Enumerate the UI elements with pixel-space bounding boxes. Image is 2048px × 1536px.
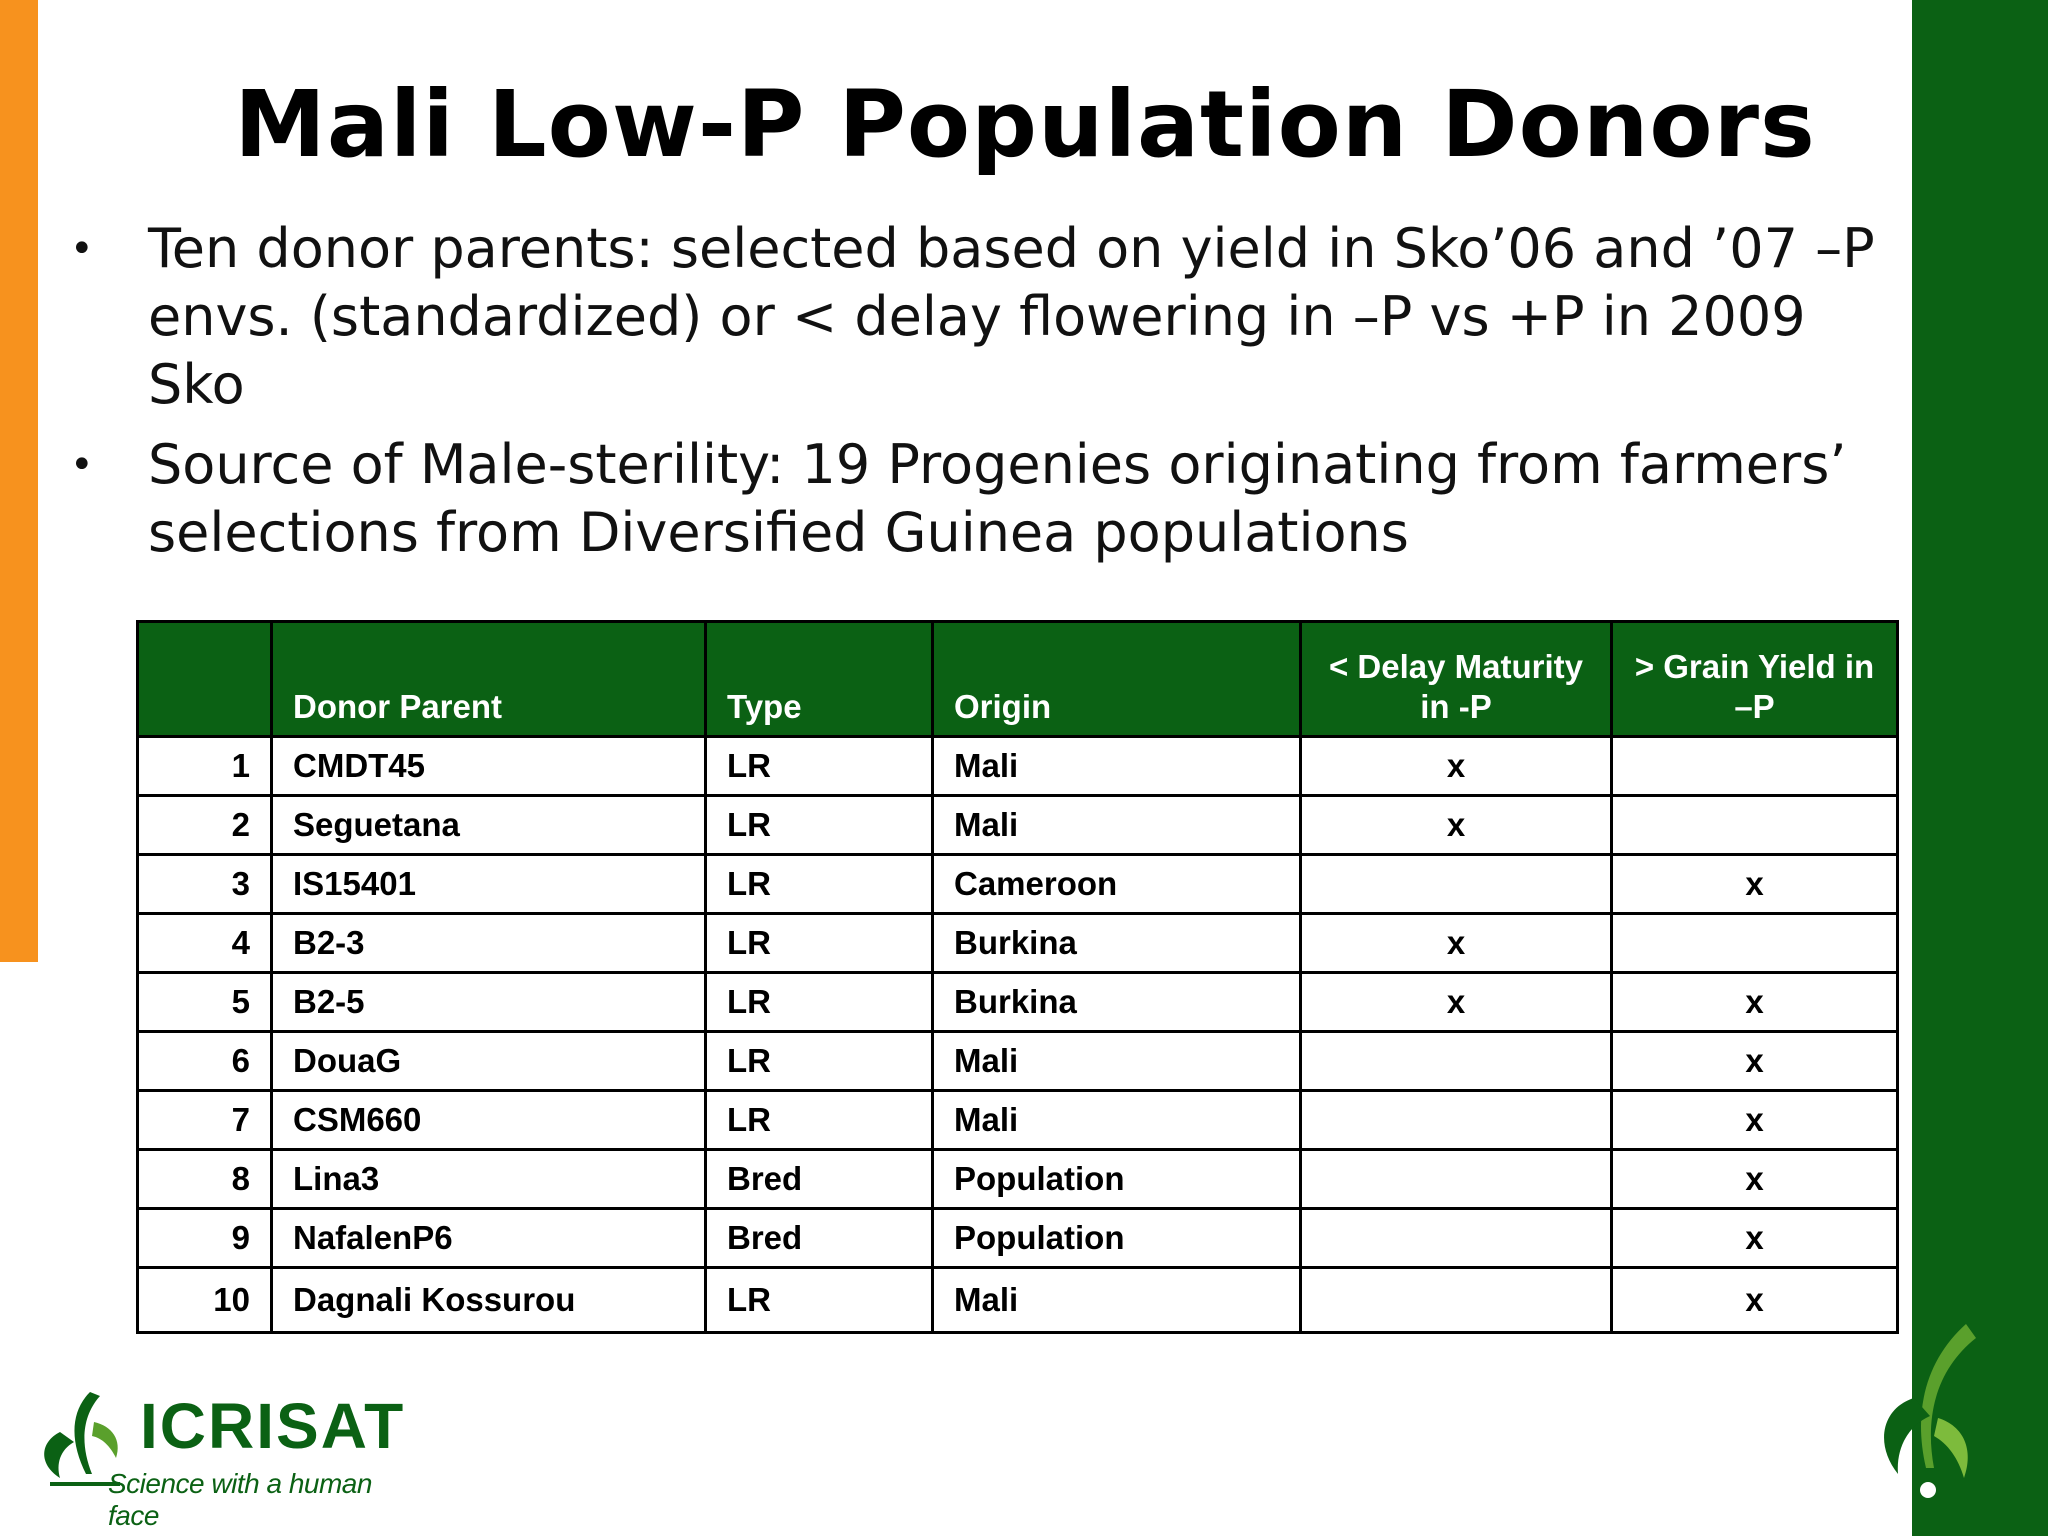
donor-parent-cell: CMDT45 — [270, 735, 707, 797]
donor-parent-cell: IS15401 — [270, 853, 707, 915]
delay-maturity-cell — [1299, 1148, 1613, 1210]
origin-cell: Population — [931, 1207, 1302, 1269]
row-index: 9 — [136, 1207, 273, 1269]
delay-maturity-cell — [1299, 1030, 1613, 1092]
origin-cell: Mali — [931, 1266, 1302, 1334]
grain-yield-cell — [1610, 735, 1899, 797]
bullet-text: Ten donor parents: selected based on yie… — [148, 217, 1875, 416]
origin-cell: Mali — [931, 1030, 1302, 1092]
table-row: 6 DouaG LR Mali x — [136, 1030, 1899, 1092]
origin-cell: Mali — [931, 1089, 1302, 1151]
delay-maturity-cell: x — [1299, 912, 1613, 974]
bullet-dot: • — [70, 226, 94, 272]
row-index: 2 — [136, 794, 273, 856]
donor-parent-cell: Seguetana — [270, 794, 707, 856]
delay-maturity-cell — [1299, 1266, 1613, 1334]
grain-yield-cell: x — [1610, 853, 1899, 915]
grain-yield-cell — [1610, 912, 1899, 974]
grain-yield-cell: x — [1610, 971, 1899, 1033]
donor-parent-cell: CSM660 — [270, 1089, 707, 1151]
table-row: 3 IS15401 LR Cameroon x — [136, 853, 1899, 915]
origin-cell: Burkina — [931, 912, 1302, 974]
row-index: 8 — [136, 1148, 273, 1210]
bullet-item: • Source of Male-sterility: 19 Progenies … — [60, 431, 1910, 567]
row-index: 1 — [136, 735, 273, 797]
type-cell: LR — [704, 794, 934, 856]
row-index: 3 — [136, 853, 273, 915]
grain-yield-cell: x — [1610, 1266, 1899, 1334]
table-row: 5 B2-5 LR Burkina x x — [136, 971, 1899, 1033]
table-row: 7 CSM660 LR Mali x — [136, 1089, 1899, 1151]
row-index: 10 — [136, 1266, 273, 1334]
donor-parent-cell: Lina3 — [270, 1148, 707, 1210]
origin-cell: Cameroon — [931, 853, 1302, 915]
delay-maturity-cell: x — [1299, 735, 1613, 797]
grain-yield-cell: x — [1610, 1207, 1899, 1269]
type-cell: LR — [704, 853, 934, 915]
row-index: 5 — [136, 971, 273, 1033]
bullet-dot: • — [70, 442, 94, 488]
row-index: 7 — [136, 1089, 273, 1151]
leaf-sheaf-icon — [44, 1392, 120, 1486]
grain-yield-cell: x — [1610, 1148, 1899, 1210]
grain-yield-cell — [1610, 794, 1899, 856]
grain-yield-cell: x — [1610, 1030, 1899, 1092]
grain-yield-cell: x — [1610, 1089, 1899, 1151]
bullet-text: Source of Male-sterility: 19 Progenies o… — [148, 433, 1847, 564]
logo-wordmark: ICRISAT — [140, 1390, 406, 1462]
table-row: 10 Dagnali Kossurou LR Mali x — [136, 1266, 1899, 1334]
header-origin: Origin — [931, 620, 1302, 738]
orange-side-bar — [0, 0, 38, 962]
origin-cell: Mali — [931, 794, 1302, 856]
delay-maturity-cell — [1299, 1089, 1613, 1151]
donor-parent-cell: Dagnali Kossurou — [270, 1266, 707, 1334]
type-cell: LR — [704, 971, 934, 1033]
type-cell: LR — [704, 1030, 934, 1092]
type-cell: LR — [704, 735, 934, 797]
leaf-sheaf-icon — [1884, 1324, 1976, 1498]
type-cell: LR — [704, 1266, 934, 1334]
delay-maturity-cell: x — [1299, 794, 1613, 856]
row-index: 6 — [136, 1030, 273, 1092]
origin-cell: Burkina — [931, 971, 1302, 1033]
logo-tagline: Science with a human face — [108, 1468, 372, 1531]
bullet-list: • Ten donor parents: selected based on yi… — [60, 215, 1910, 579]
header-grain-yield: > Grain Yield in –P — [1610, 620, 1899, 738]
corner-emblem — [1868, 1318, 1988, 1508]
header-delay-maturity: < Delay Maturity in -P — [1299, 620, 1613, 738]
type-cell: Bred — [704, 1207, 934, 1269]
table-row: 1 CMDT45 LR Mali x — [136, 735, 1899, 797]
donor-table: Donor Parent Type Origin < Delay Maturit… — [136, 620, 1899, 1334]
header-donor-parent: Donor Parent — [270, 620, 707, 738]
green-side-bar — [1912, 0, 2048, 1536]
table-row: 4 B2-3 LR Burkina x — [136, 912, 1899, 974]
table-row: 2 Seguetana LR Mali x — [136, 794, 1899, 856]
origin-cell: Mali — [931, 735, 1302, 797]
table-row: 9 NafalenP6 Bred Population x — [136, 1207, 1899, 1269]
slide-title: Mali Low-P Population Donors — [234, 71, 1816, 178]
icrisat-logo: ICRISAT Science with a human face — [30, 1388, 403, 1531]
origin-cell: Population — [931, 1148, 1302, 1210]
header-type: Type — [704, 620, 934, 738]
type-cell: LR — [704, 912, 934, 974]
table-header-row: Donor Parent Type Origin < Delay Maturit… — [136, 620, 1899, 738]
donor-parent-cell: B2-3 — [270, 912, 707, 974]
header-index — [136, 620, 273, 738]
delay-maturity-cell: x — [1299, 971, 1613, 1033]
type-cell: LR — [704, 1089, 934, 1151]
row-index: 4 — [136, 912, 273, 974]
type-cell: Bred — [704, 1148, 934, 1210]
donor-parent-cell: DouaG — [270, 1030, 707, 1092]
delay-maturity-cell — [1299, 853, 1613, 915]
donor-parent-cell: B2-5 — [270, 971, 707, 1033]
table-row: 8 Lina3 Bred Population x — [136, 1148, 1899, 1210]
donor-parent-cell: NafalenP6 — [270, 1207, 707, 1269]
delay-maturity-cell — [1299, 1207, 1613, 1269]
bullet-item: • Ten donor parents: selected based on yi… — [60, 215, 1910, 419]
